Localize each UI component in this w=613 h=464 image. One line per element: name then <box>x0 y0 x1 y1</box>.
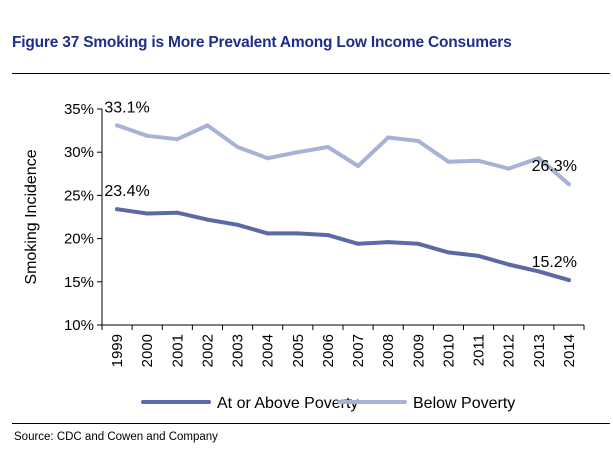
series-layer <box>115 123 571 283</box>
x-tick-label: 2004 <box>260 334 277 367</box>
data-point <box>145 133 150 138</box>
x-tick-label: 2014 <box>561 334 578 367</box>
y-tick-label: 25% <box>64 187 94 204</box>
data-point <box>476 158 481 163</box>
x-tick-label: 2011 <box>471 334 488 366</box>
data-point <box>235 145 240 149</box>
data-point <box>325 233 330 238</box>
data-point <box>506 262 511 267</box>
data-point <box>265 156 270 161</box>
data-point <box>356 241 361 246</box>
data-point <box>476 253 481 258</box>
data-labels: 33.1% 23.4% 26.3% 15.2% <box>104 99 577 271</box>
data-point <box>325 145 330 149</box>
series-line-1 <box>115 123 571 187</box>
y-axis-label: Smoking Incidence <box>23 149 40 284</box>
legend-label: Below Poverty <box>413 395 515 412</box>
data-point <box>175 210 180 215</box>
data-label: 15.2% <box>532 254 577 271</box>
data-point <box>536 156 541 161</box>
y-tick-label: 35% <box>64 101 94 118</box>
x-tick-label: 1999 <box>109 334 126 367</box>
x-tick-label: 2000 <box>139 334 156 367</box>
data-point <box>205 123 210 128</box>
figure-title: Figure 37 Smoking is More Prevalent Amon… <box>12 34 512 51</box>
data-point <box>566 278 571 283</box>
y-tick-label: 20% <box>64 231 94 248</box>
legend: At or Above Poverty Below Poverty <box>141 395 515 412</box>
data-point <box>205 217 210 222</box>
legend-label: At or Above Poverty <box>217 395 358 412</box>
y-tick-label: 15% <box>64 274 94 291</box>
top-divider <box>12 73 610 74</box>
data-point <box>115 207 120 212</box>
data-point <box>506 166 511 171</box>
series-line-0 <box>115 207 571 283</box>
data-label: 23.4% <box>104 183 149 200</box>
x-tick-label: 2005 <box>290 334 307 367</box>
data-point <box>446 250 451 255</box>
data-point <box>235 222 240 227</box>
data-point <box>416 241 421 246</box>
data-point <box>536 269 541 274</box>
data-point <box>175 137 180 142</box>
data-point <box>386 240 391 245</box>
data-point <box>295 150 300 155</box>
data-point <box>566 182 571 187</box>
x-tick-label: 2002 <box>199 334 216 367</box>
axes: 10% 15% 20% 25% 30% 35% 1999 2000 2001 2002 2003 20… <box>64 101 585 367</box>
data-point <box>446 159 451 164</box>
data-label: 33.1% <box>104 99 149 116</box>
y-tick-label: 30% <box>64 144 94 161</box>
x-tick-label: 2008 <box>380 334 397 367</box>
y-tick-label: 10% <box>64 317 94 334</box>
data-label: 26.3% <box>532 158 577 175</box>
x-tick-label: 2010 <box>440 334 457 367</box>
source-note: Source: CDC and Cowen and Company <box>14 431 218 443</box>
x-tick-label: 2009 <box>410 334 427 367</box>
x-tick-label: 2007 <box>350 334 367 367</box>
data-point <box>356 164 361 168</box>
data-point <box>115 123 120 128</box>
x-tick-label: 2003 <box>230 334 247 367</box>
data-point <box>416 139 421 143</box>
data-point <box>265 231 270 236</box>
data-point <box>295 231 300 236</box>
x-tick-label: 2012 <box>501 334 518 367</box>
x-tick-label: 2013 <box>531 334 548 367</box>
bottom-divider <box>12 423 610 424</box>
x-tick-label: 2001 <box>169 334 186 367</box>
x-tick-label: 2006 <box>320 334 337 367</box>
data-point <box>145 211 150 216</box>
data-point <box>386 135 391 140</box>
